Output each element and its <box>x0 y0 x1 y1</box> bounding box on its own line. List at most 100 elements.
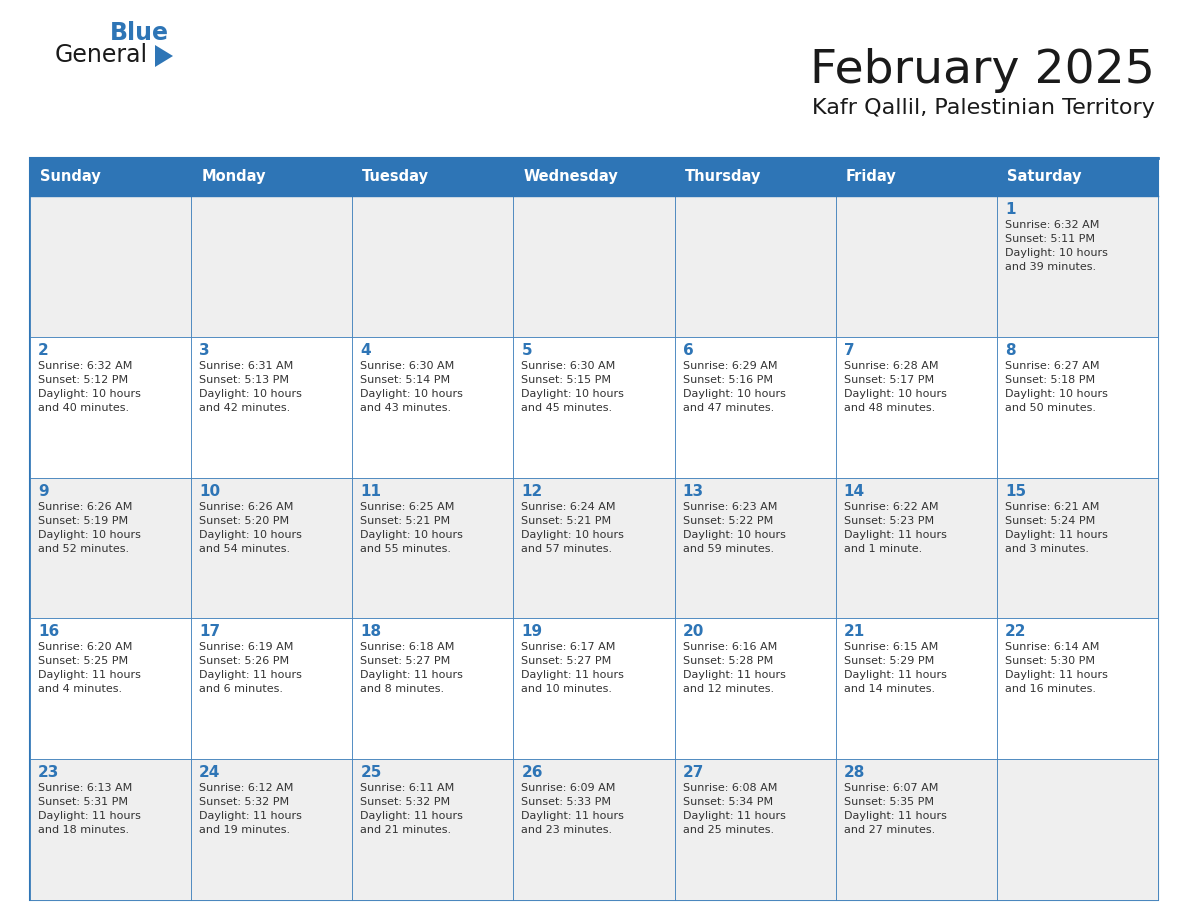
Text: Sunrise: 6:28 AM
Sunset: 5:17 PM
Daylight: 10 hours
and 48 minutes.: Sunrise: 6:28 AM Sunset: 5:17 PM Dayligh… <box>843 361 947 413</box>
Bar <box>191 619 353 759</box>
Bar <box>30 337 191 477</box>
Text: Thursday: Thursday <box>684 170 762 185</box>
Bar <box>997 158 1158 196</box>
Text: Sunrise: 6:11 AM
Sunset: 5:32 PM
Daylight: 11 hours
and 21 minutes.: Sunrise: 6:11 AM Sunset: 5:32 PM Dayligh… <box>360 783 463 835</box>
Bar <box>353 759 513 900</box>
Text: Sunrise: 6:32 AM
Sunset: 5:12 PM
Daylight: 10 hours
and 40 minutes.: Sunrise: 6:32 AM Sunset: 5:12 PM Dayligh… <box>38 361 141 413</box>
Bar <box>675 337 835 477</box>
Text: 8: 8 <box>1005 342 1016 358</box>
Polygon shape <box>154 45 173 67</box>
Text: 3: 3 <box>200 342 210 358</box>
Text: 20: 20 <box>683 624 704 640</box>
Bar <box>835 477 997 619</box>
Text: Sunrise: 6:08 AM
Sunset: 5:34 PM
Daylight: 11 hours
and 25 minutes.: Sunrise: 6:08 AM Sunset: 5:34 PM Dayligh… <box>683 783 785 835</box>
Text: 9: 9 <box>38 484 49 498</box>
Bar <box>30 158 191 196</box>
Bar <box>353 158 513 196</box>
Text: 23: 23 <box>38 766 59 780</box>
Text: 5: 5 <box>522 342 532 358</box>
Text: Sunrise: 6:16 AM
Sunset: 5:28 PM
Daylight: 11 hours
and 12 minutes.: Sunrise: 6:16 AM Sunset: 5:28 PM Dayligh… <box>683 643 785 694</box>
Text: Saturday: Saturday <box>1007 170 1081 185</box>
Text: 24: 24 <box>200 766 221 780</box>
Text: Sunrise: 6:19 AM
Sunset: 5:26 PM
Daylight: 11 hours
and 6 minutes.: Sunrise: 6:19 AM Sunset: 5:26 PM Dayligh… <box>200 643 302 694</box>
Text: 4: 4 <box>360 342 371 358</box>
Bar <box>835 196 997 337</box>
Text: 7: 7 <box>843 342 854 358</box>
Text: 22: 22 <box>1005 624 1026 640</box>
Bar <box>30 477 191 619</box>
Bar <box>191 158 353 196</box>
Text: Wednesday: Wednesday <box>524 170 618 185</box>
Text: Sunrise: 6:27 AM
Sunset: 5:18 PM
Daylight: 10 hours
and 50 minutes.: Sunrise: 6:27 AM Sunset: 5:18 PM Dayligh… <box>1005 361 1107 413</box>
Text: 13: 13 <box>683 484 703 498</box>
Text: Sunrise: 6:31 AM
Sunset: 5:13 PM
Daylight: 10 hours
and 42 minutes.: Sunrise: 6:31 AM Sunset: 5:13 PM Dayligh… <box>200 361 302 413</box>
Text: Sunrise: 6:21 AM
Sunset: 5:24 PM
Daylight: 11 hours
and 3 minutes.: Sunrise: 6:21 AM Sunset: 5:24 PM Dayligh… <box>1005 501 1107 554</box>
Text: Sunrise: 6:20 AM
Sunset: 5:25 PM
Daylight: 11 hours
and 4 minutes.: Sunrise: 6:20 AM Sunset: 5:25 PM Dayligh… <box>38 643 141 694</box>
Text: 6: 6 <box>683 342 694 358</box>
Bar <box>30 619 191 759</box>
Text: Sunrise: 6:30 AM
Sunset: 5:14 PM
Daylight: 10 hours
and 43 minutes.: Sunrise: 6:30 AM Sunset: 5:14 PM Dayligh… <box>360 361 463 413</box>
Text: Tuesday: Tuesday <box>362 170 429 185</box>
Text: Sunrise: 6:25 AM
Sunset: 5:21 PM
Daylight: 10 hours
and 55 minutes.: Sunrise: 6:25 AM Sunset: 5:21 PM Dayligh… <box>360 501 463 554</box>
Text: Sunrise: 6:24 AM
Sunset: 5:21 PM
Daylight: 10 hours
and 57 minutes.: Sunrise: 6:24 AM Sunset: 5:21 PM Dayligh… <box>522 501 625 554</box>
Text: Sunrise: 6:30 AM
Sunset: 5:15 PM
Daylight: 10 hours
and 45 minutes.: Sunrise: 6:30 AM Sunset: 5:15 PM Dayligh… <box>522 361 625 413</box>
Bar <box>513 759 675 900</box>
Text: General: General <box>55 43 148 67</box>
Text: 1: 1 <box>1005 202 1016 217</box>
Text: Sunday: Sunday <box>40 170 101 185</box>
Bar <box>30 196 191 337</box>
Text: 28: 28 <box>843 766 865 780</box>
Bar <box>191 196 353 337</box>
Text: 18: 18 <box>360 624 381 640</box>
Bar <box>513 337 675 477</box>
Text: Sunrise: 6:15 AM
Sunset: 5:29 PM
Daylight: 11 hours
and 14 minutes.: Sunrise: 6:15 AM Sunset: 5:29 PM Dayligh… <box>843 643 947 694</box>
Bar <box>513 477 675 619</box>
Text: Sunrise: 6:12 AM
Sunset: 5:32 PM
Daylight: 11 hours
and 19 minutes.: Sunrise: 6:12 AM Sunset: 5:32 PM Dayligh… <box>200 783 302 835</box>
Text: 25: 25 <box>360 766 381 780</box>
Text: 21: 21 <box>843 624 865 640</box>
Text: 16: 16 <box>38 624 59 640</box>
Text: 17: 17 <box>200 624 220 640</box>
Text: Sunrise: 6:14 AM
Sunset: 5:30 PM
Daylight: 11 hours
and 16 minutes.: Sunrise: 6:14 AM Sunset: 5:30 PM Dayligh… <box>1005 643 1107 694</box>
Bar <box>353 196 513 337</box>
Text: Sunrise: 6:22 AM
Sunset: 5:23 PM
Daylight: 11 hours
and 1 minute.: Sunrise: 6:22 AM Sunset: 5:23 PM Dayligh… <box>843 501 947 554</box>
Bar <box>997 477 1158 619</box>
Bar <box>675 619 835 759</box>
Bar <box>997 759 1158 900</box>
Text: 27: 27 <box>683 766 704 780</box>
Bar <box>675 477 835 619</box>
Text: Sunrise: 6:26 AM
Sunset: 5:20 PM
Daylight: 10 hours
and 54 minutes.: Sunrise: 6:26 AM Sunset: 5:20 PM Dayligh… <box>200 501 302 554</box>
Text: Blue: Blue <box>110 21 169 45</box>
Text: Sunrise: 6:13 AM
Sunset: 5:31 PM
Daylight: 11 hours
and 18 minutes.: Sunrise: 6:13 AM Sunset: 5:31 PM Dayligh… <box>38 783 141 835</box>
Bar <box>997 619 1158 759</box>
Text: Sunrise: 6:29 AM
Sunset: 5:16 PM
Daylight: 10 hours
and 47 minutes.: Sunrise: 6:29 AM Sunset: 5:16 PM Dayligh… <box>683 361 785 413</box>
Bar <box>997 196 1158 337</box>
Bar <box>513 158 675 196</box>
Text: Sunrise: 6:07 AM
Sunset: 5:35 PM
Daylight: 11 hours
and 27 minutes.: Sunrise: 6:07 AM Sunset: 5:35 PM Dayligh… <box>843 783 947 835</box>
Text: Sunrise: 6:18 AM
Sunset: 5:27 PM
Daylight: 11 hours
and 8 minutes.: Sunrise: 6:18 AM Sunset: 5:27 PM Dayligh… <box>360 643 463 694</box>
Bar <box>191 477 353 619</box>
Bar <box>675 759 835 900</box>
Text: Monday: Monday <box>201 170 266 185</box>
Text: 14: 14 <box>843 484 865 498</box>
Bar <box>675 158 835 196</box>
Bar <box>513 196 675 337</box>
Text: 15: 15 <box>1005 484 1026 498</box>
Text: Sunrise: 6:23 AM
Sunset: 5:22 PM
Daylight: 10 hours
and 59 minutes.: Sunrise: 6:23 AM Sunset: 5:22 PM Dayligh… <box>683 501 785 554</box>
Text: Friday: Friday <box>846 170 897 185</box>
Bar <box>835 337 997 477</box>
Text: Sunrise: 6:26 AM
Sunset: 5:19 PM
Daylight: 10 hours
and 52 minutes.: Sunrise: 6:26 AM Sunset: 5:19 PM Dayligh… <box>38 501 141 554</box>
Bar <box>835 759 997 900</box>
Text: 12: 12 <box>522 484 543 498</box>
Text: Sunrise: 6:17 AM
Sunset: 5:27 PM
Daylight: 11 hours
and 10 minutes.: Sunrise: 6:17 AM Sunset: 5:27 PM Dayligh… <box>522 643 625 694</box>
Bar <box>835 158 997 196</box>
Bar <box>513 619 675 759</box>
Text: Sunrise: 6:32 AM
Sunset: 5:11 PM
Daylight: 10 hours
and 39 minutes.: Sunrise: 6:32 AM Sunset: 5:11 PM Dayligh… <box>1005 220 1107 272</box>
Bar <box>835 619 997 759</box>
Text: 26: 26 <box>522 766 543 780</box>
Text: 11: 11 <box>360 484 381 498</box>
Bar <box>191 337 353 477</box>
Text: Sunrise: 6:09 AM
Sunset: 5:33 PM
Daylight: 11 hours
and 23 minutes.: Sunrise: 6:09 AM Sunset: 5:33 PM Dayligh… <box>522 783 625 835</box>
Bar <box>353 477 513 619</box>
Text: 19: 19 <box>522 624 543 640</box>
